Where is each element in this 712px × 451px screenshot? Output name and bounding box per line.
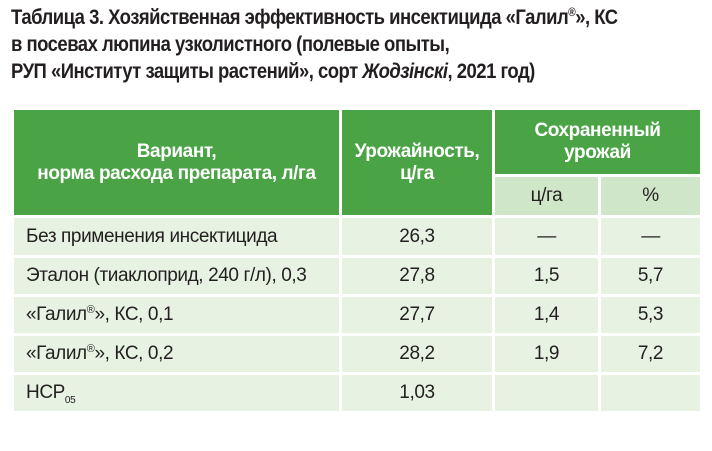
cell-variant: «Галил®», КС, 0,1: [14, 297, 339, 333]
cell-saved-percent: —: [601, 218, 701, 255]
cell-saved-percent: 5,3: [601, 297, 701, 333]
cell-saved-percent: 7,2: [601, 336, 701, 372]
cell-variant: Без применения инсектицида: [14, 218, 339, 255]
table-caption: Таблица 3. Хозяйственная эффективность и…: [11, 4, 618, 85]
header-saved-yield: Сохраненный урожай: [495, 110, 701, 174]
cell-saved-cwt: [495, 375, 598, 411]
registered-mark: ®: [568, 5, 576, 19]
cell-saved-cwt: 1,4: [495, 297, 598, 333]
caption-line-1: Таблица 3. Хозяйственная эффективность и…: [11, 5, 618, 29]
table-row: Эталон (тиаклоприд, 240 г/л), 0,3 27,8 1…: [14, 258, 701, 294]
subheader-row: ц/га %: [14, 177, 701, 215]
header-saved-percent: %: [601, 177, 701, 215]
header-row: Вариант, норма расхода препарата, л/га У…: [14, 110, 701, 215]
cell-yield: 27,7: [342, 297, 492, 333]
cell-yield: 1,03: [342, 375, 492, 411]
cell-saved-cwt: 1,9: [495, 336, 598, 372]
caption-line-3: РУП «Институт защиты растений», сорт Жод…: [11, 59, 535, 83]
registered-mark: ®: [86, 343, 95, 355]
cell-variant: НСР05: [14, 375, 339, 411]
registered-mark: ®: [86, 304, 95, 316]
table-row: Без применения инсектицида 26,3 — —: [14, 218, 701, 255]
table-row: НСР05 1,03: [14, 375, 701, 411]
caption-line-2: в посевах люпина узколистного (полевые о…: [11, 32, 450, 56]
cell-saved-percent: 5,7: [601, 258, 701, 294]
header-yield: Урожайность, ц/га: [342, 110, 492, 215]
header-saved-cwt: ц/га: [495, 177, 598, 215]
cell-yield: 27,8: [342, 258, 492, 294]
cell-yield: 28,2: [342, 336, 492, 372]
variety-name: Жодзінскі: [362, 59, 448, 83]
cell-variant: «Галил®», КС, 0,2: [14, 336, 339, 372]
table-row: «Галил®», КС, 0,2 28,2 1,9 7,2: [14, 336, 701, 372]
cell-variant: Эталон (тиаклоприд, 240 г/л), 0,3: [14, 258, 339, 294]
cell-saved-cwt: 1,5: [495, 258, 598, 294]
subscript-05: 05: [64, 395, 76, 406]
cell-yield: 26,3: [342, 218, 492, 255]
efficiency-table: Вариант, норма расхода препарата, л/га У…: [11, 107, 703, 414]
table-row: «Галил®», КС, 0,1 27,7 1,4 5,3: [14, 297, 701, 333]
cell-saved-percent: [601, 375, 701, 411]
cell-saved-cwt: —: [495, 218, 598, 255]
header-variant: Вариант, норма расхода препарата, л/га: [14, 110, 339, 215]
